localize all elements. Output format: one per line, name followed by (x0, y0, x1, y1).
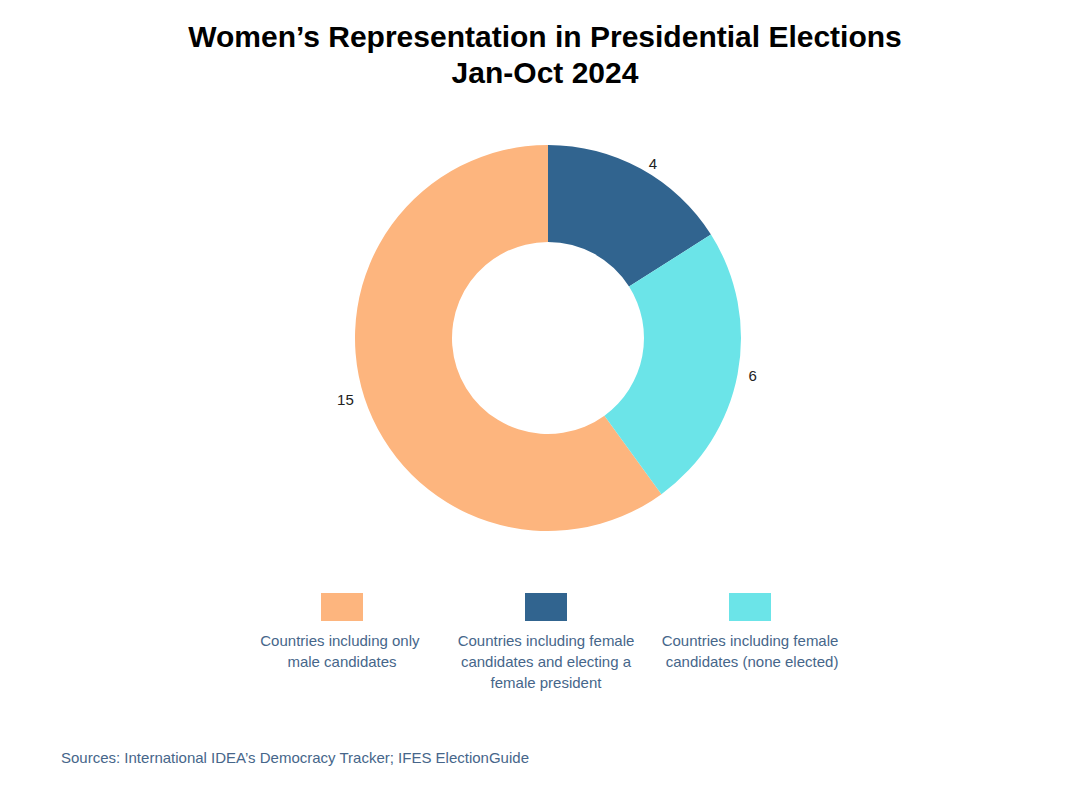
svg-text:female president: female president (491, 674, 603, 691)
svg-text:Sources: International IDEA’s: Sources: International IDEA’s Democracy … (61, 749, 529, 766)
svg-text:15: 15 (337, 391, 354, 408)
svg-text:candidates (none elected): candidates (none elected) (662, 653, 839, 670)
svg-text:Jan-Oct 2024: Jan-Oct 2024 (452, 56, 639, 89)
svg-text:male candidates: male candidates (287, 653, 396, 670)
svg-text:Countries including only: Countries including only (260, 632, 423, 649)
svg-text:4: 4 (649, 155, 657, 172)
svg-text:candidates and electing a: candidates and electing a (457, 653, 635, 670)
svg-text:Women’s Representation in Pres: Women’s Representation in Presidential E… (188, 20, 902, 53)
svg-text:Countries including female: Countries including female (458, 632, 635, 649)
svg-text:6: 6 (748, 367, 756, 384)
svg-text:Countries including female: Countries including female (662, 632, 839, 649)
